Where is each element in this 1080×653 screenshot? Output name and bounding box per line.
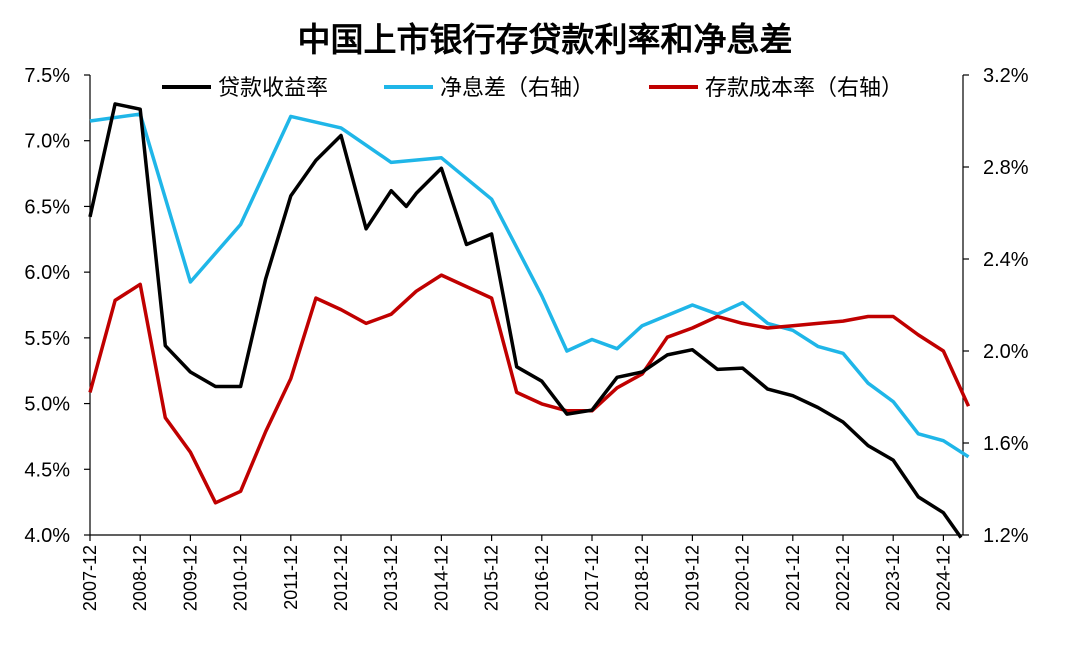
x-tick-label: 2017-12 [582, 545, 602, 611]
x-tick-label: 2023-12 [883, 545, 903, 611]
right-tick-label: 1.6% [983, 433, 1029, 455]
chart-title: 中国上市银行存贷款利率和净息差 [298, 20, 793, 59]
right-tick-label: 2.8% [983, 157, 1029, 179]
left-tick-label: 5.0% [24, 394, 70, 416]
left-tick-label: 4.5% [24, 459, 70, 481]
legend-label-1: 净息差（右轴） [440, 76, 594, 101]
left-tick-label: 5.5% [24, 328, 70, 350]
x-tick-label: 2013-12 [381, 545, 401, 611]
x-tick-label: 2019-12 [682, 545, 702, 611]
series-line-2 [88, 273, 971, 505]
x-tick-label: 2022-12 [833, 545, 853, 611]
x-tick-label: 2020-12 [733, 545, 753, 611]
legend: 贷款收益率 净息差（右轴） 存款成本率（右轴） [162, 76, 903, 101]
x-tick-label: 2012-12 [331, 545, 351, 611]
x-tick-label: 2018-12 [632, 545, 652, 611]
x-tick-label: 2008-12 [130, 545, 150, 611]
x-tick-label: 2024-12 [933, 545, 953, 611]
x-tick-label: 2009-12 [180, 545, 200, 611]
left-tick-label: 7.0% [24, 131, 70, 153]
series-layer [88, 102, 971, 539]
right-tick-label: 3.2% [983, 65, 1029, 87]
x-tick-label: 2014-12 [431, 545, 451, 611]
legend-label-0: 贷款收益率 [218, 76, 328, 101]
right-tick-label: 2.4% [983, 249, 1029, 271]
left-tick-label: 6.5% [24, 196, 70, 218]
x-tick-label: 2010-12 [231, 545, 251, 611]
right-tick-label: 1.2% [983, 525, 1029, 547]
x-tick-label: 2011-12 [281, 545, 301, 610]
x-tick-label: 2016-12 [532, 545, 552, 611]
left-tick-label: 4.0% [24, 525, 70, 547]
axes: 4.0% 4.5% 5.0% 5.5% 6.0% 6.5% 7.0% 7.5% 1.2% 1.6%… [24, 65, 1028, 611]
series-line-1 [89, 112, 970, 459]
right-tick-label: 2.0% [983, 341, 1029, 363]
series-line-0 [88, 102, 963, 539]
x-tick-label: 2021-12 [783, 545, 803, 611]
x-tick-label: 2007-12 [80, 545, 100, 611]
x-tick-label: 2015-12 [482, 545, 502, 611]
left-tick-label: 7.5% [24, 65, 70, 87]
left-tick-label: 6.0% [24, 262, 70, 284]
legend-label-2: 存款成本率（右轴） [705, 76, 903, 101]
